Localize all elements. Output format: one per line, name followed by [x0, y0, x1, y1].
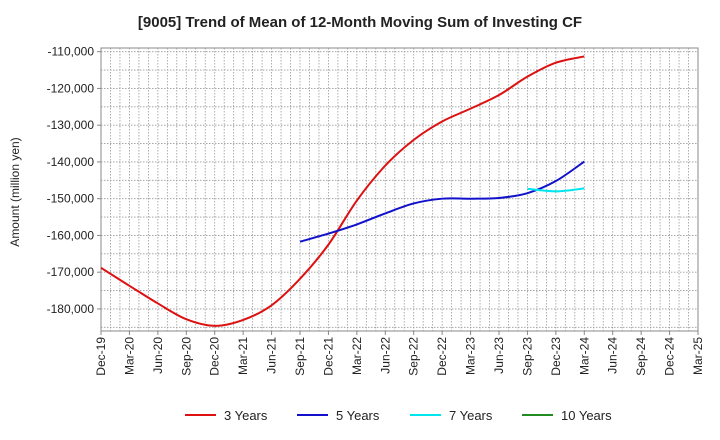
- series-layer: [100, 55, 585, 327]
- x-tick-label: Sep-22: [407, 337, 421, 376]
- plot-frame: [100, 47, 699, 332]
- y-axis-label: Amount (million yen): [8, 137, 22, 246]
- x-tick-label: Mar-24: [577, 337, 591, 375]
- x-tick-label: Jun-24: [606, 337, 620, 374]
- x-axis: Dec-19 Mar-20 Jun-20 Sep-20 Dec-20 Mar-21 Jun-…: [94, 331, 705, 376]
- y-tick-label: -180,000: [47, 302, 95, 316]
- y-tick-label: -130,000: [47, 118, 95, 132]
- y-tick-label: -160,000: [47, 228, 95, 242]
- legend-label: 5 Years: [336, 408, 380, 423]
- x-tick-label: Dec-20: [208, 337, 222, 376]
- y-tick-label: -140,000: [47, 155, 95, 169]
- x-tick-label: Mar-23: [464, 337, 478, 375]
- legend-label: 10 Years: [561, 408, 612, 423]
- x-tick-label: Mar-20: [122, 337, 136, 375]
- x-tick-label: Dec-21: [321, 337, 335, 376]
- y-tick-label: -120,000: [47, 81, 95, 95]
- x-tick-label: Mar-22: [350, 337, 364, 375]
- x-tick-label: Sep-24: [634, 337, 648, 376]
- legend-label: 7 Years: [449, 408, 493, 423]
- x-tick-label: Jun-20: [151, 337, 165, 374]
- x-tick-label: Sep-21: [293, 337, 307, 376]
- x-tick-label: Mar-21: [236, 337, 250, 375]
- x-tick-label: Sep-23: [520, 337, 534, 376]
- grid-lines: [101, 48, 698, 331]
- x-tick-label: Jun-22: [378, 337, 392, 374]
- y-tick-label: -170,000: [47, 265, 95, 279]
- chart-title: [9005] Trend of Mean of 12-Month Moving …: [137, 14, 583, 31]
- x-tick-label: Dec-23: [549, 337, 563, 376]
- x-tick-label: Mar-25: [691, 337, 705, 375]
- x-tick-label: Dec-19: [94, 337, 108, 376]
- y-tick-label: -110,000: [48, 45, 95, 59]
- x-tick-label: Dec-22: [435, 337, 449, 376]
- x-tick-label: Jun-23: [492, 337, 506, 374]
- y-tick-label: -150,000: [47, 192, 95, 206]
- plot-area: [100, 47, 699, 332]
- x-tick-label: Sep-20: [179, 337, 193, 376]
- legend-label: 3 Years: [224, 408, 268, 423]
- x-tick-label: Dec-24: [663, 337, 677, 376]
- y-axis: -110,000 -120,000 -130,000 -140,000 -150,000…: [47, 45, 101, 316]
- x-tick-label: Jun-21: [265, 337, 279, 374]
- legend: 3 Years 5 Years 7 Years 10 Years: [185, 408, 612, 423]
- series-line-3-years: [100, 55, 585, 327]
